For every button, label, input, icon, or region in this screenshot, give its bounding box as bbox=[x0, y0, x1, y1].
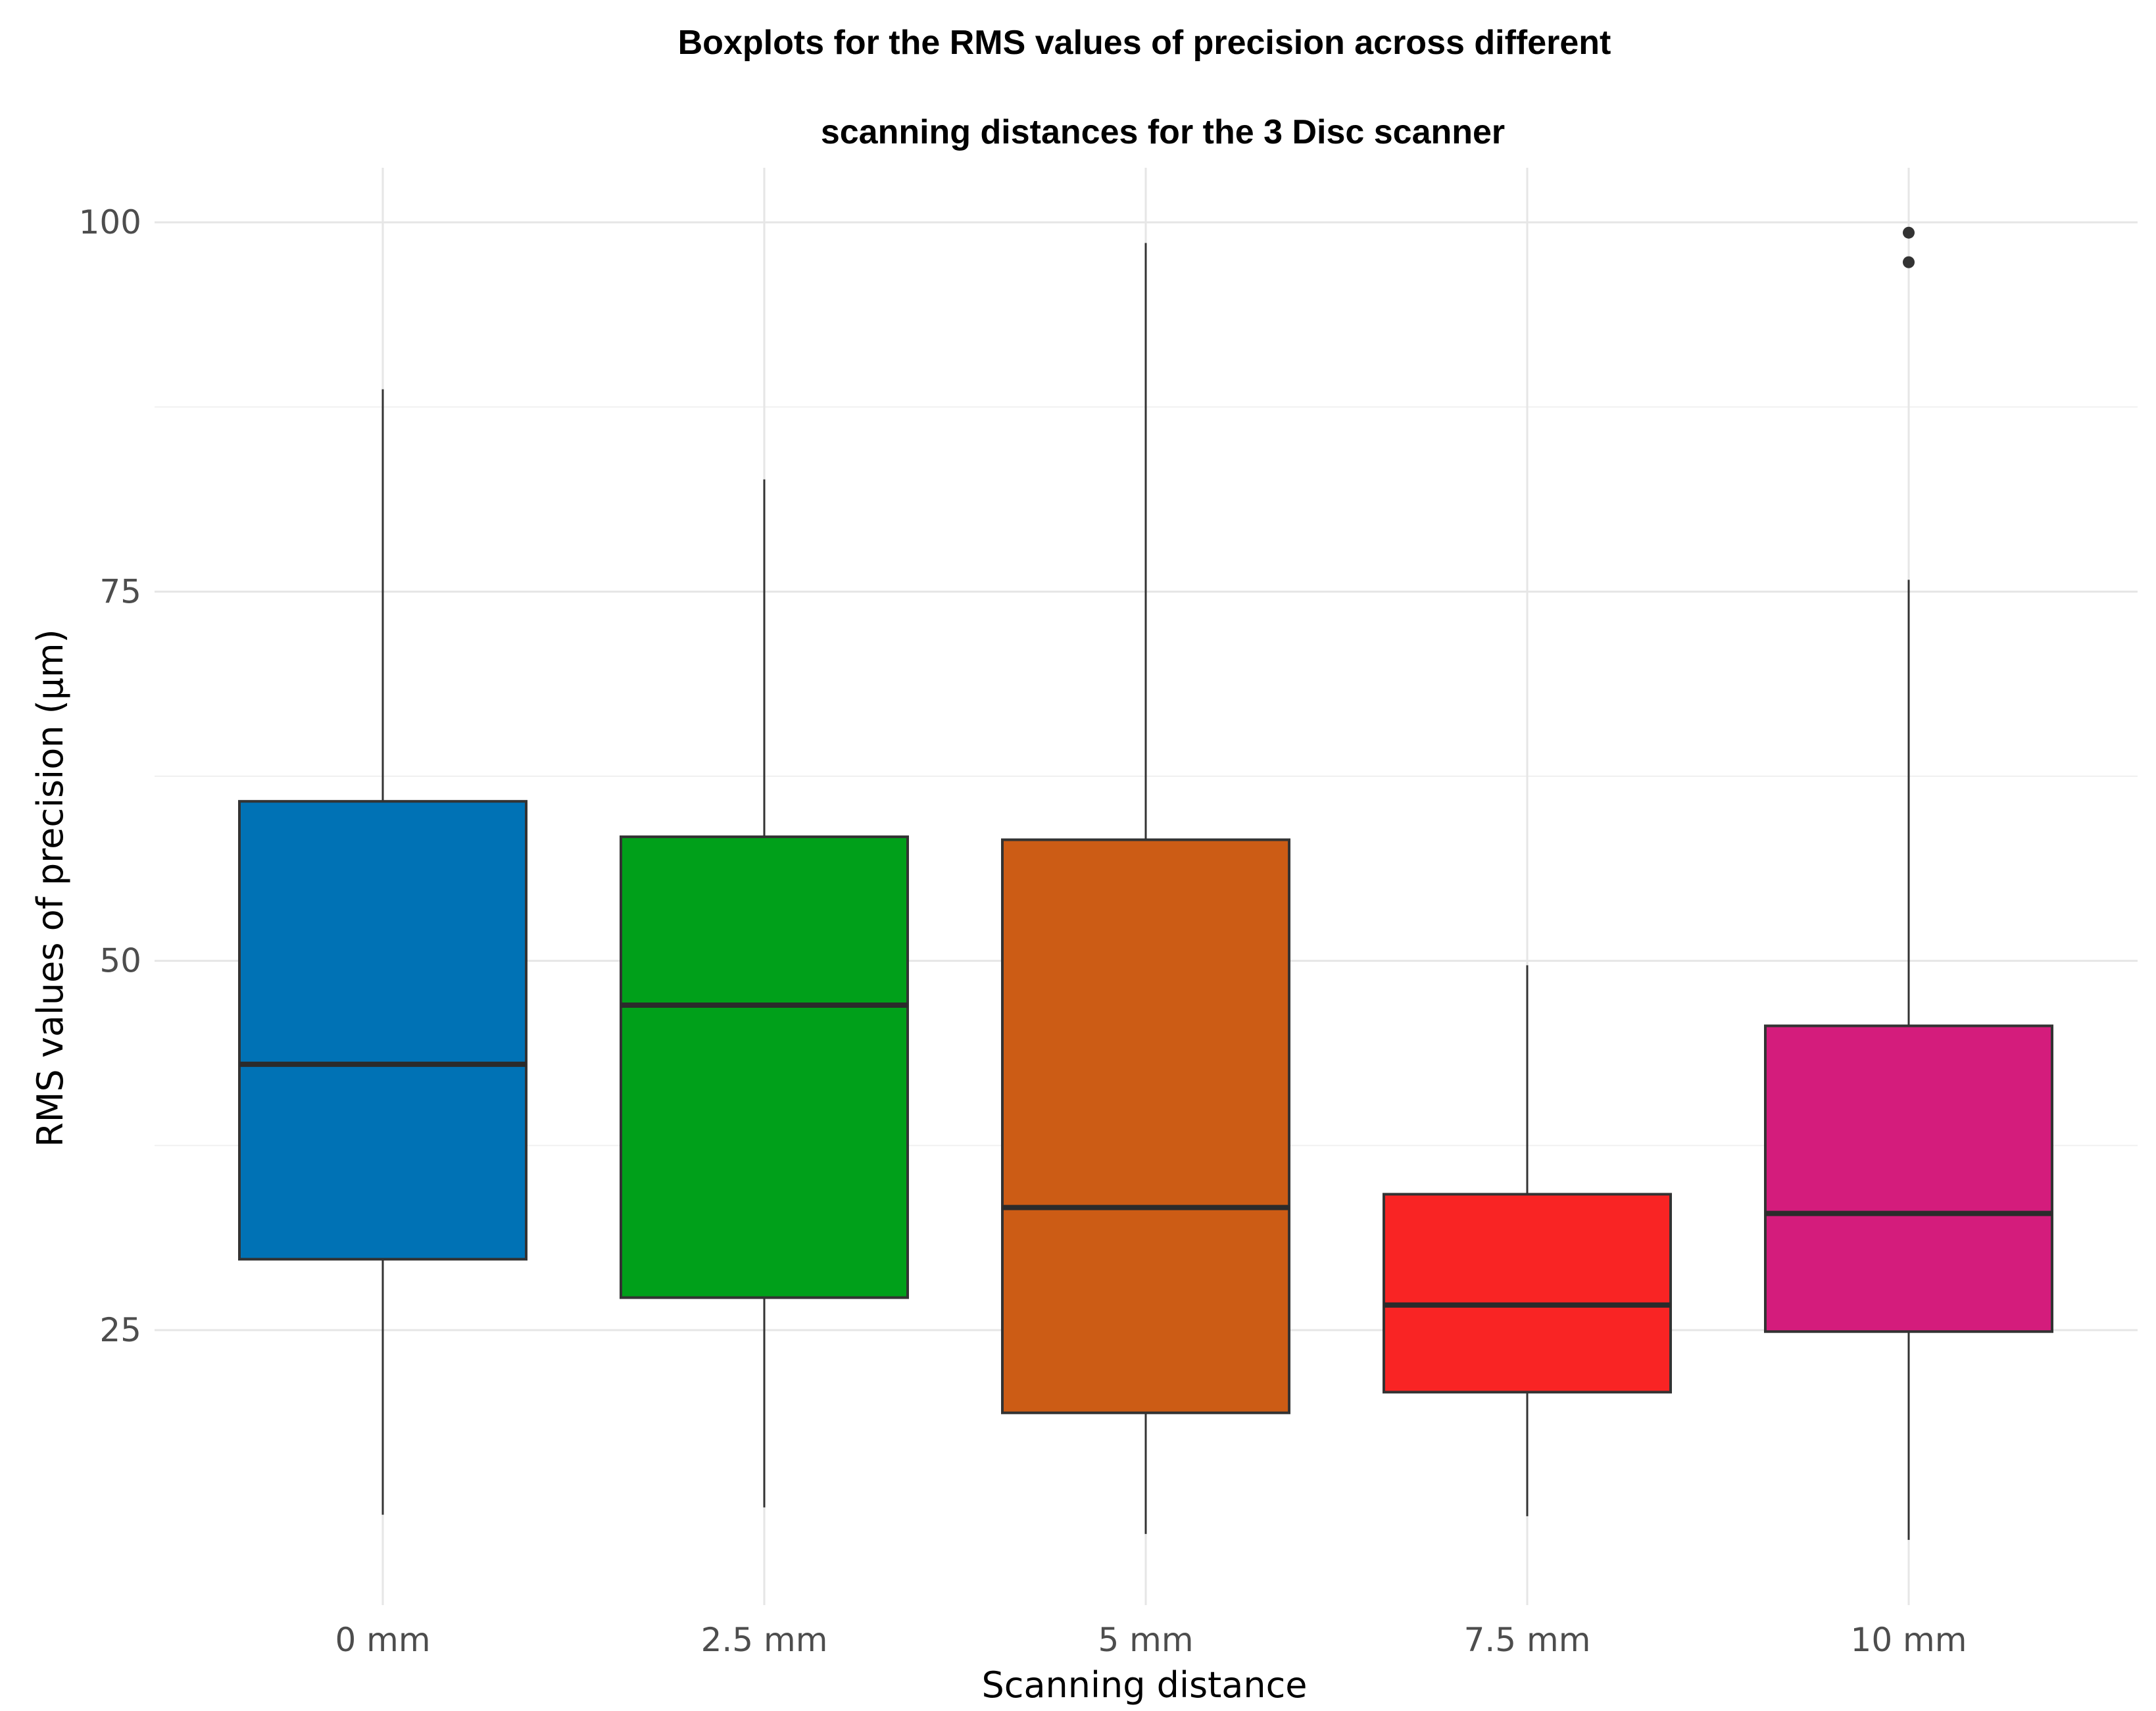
y-tick-label: 50 bbox=[99, 942, 141, 980]
box bbox=[1001, 838, 1290, 1414]
box bbox=[238, 800, 527, 1261]
x-tick-label: 7.5 mm bbox=[1464, 1621, 1591, 1659]
y-tick-label: 75 bbox=[99, 572, 141, 610]
y-tick-label: 25 bbox=[99, 1311, 141, 1349]
chart-subtitle: scanning distances for the 3 Disc scanne… bbox=[821, 113, 1505, 151]
outlier-point bbox=[1903, 256, 1915, 268]
x-tick-label: 10 mm bbox=[1851, 1621, 1967, 1659]
box bbox=[1383, 1193, 1672, 1394]
box-group-0-mm bbox=[238, 389, 527, 1515]
outlier-point bbox=[1903, 226, 1915, 239]
y-tick-label: 100 bbox=[79, 203, 141, 241]
box-group-2-5-mm bbox=[620, 479, 909, 1508]
box-group-10-mm bbox=[1764, 226, 2053, 1540]
box-group-5-mm bbox=[1001, 243, 1290, 1534]
y-tick-labels: 25 50 75 100 bbox=[79, 203, 141, 1349]
x-axis-label: Scanning distance bbox=[982, 1664, 1308, 1706]
chart-title: Boxplots for the RMS values of precision… bbox=[678, 24, 1611, 62]
box bbox=[620, 835, 909, 1299]
x-tick-label: 0 mm bbox=[335, 1621, 430, 1659]
x-tick-label: 5 mm bbox=[1098, 1621, 1193, 1659]
x-tick-labels: 0 mm 2.5 mm 5 mm 7.5 mm 10 mm bbox=[335, 1621, 1967, 1659]
boxes-layer bbox=[238, 226, 2053, 1540]
x-tick-label: 2.5 mm bbox=[701, 1621, 828, 1659]
box bbox=[1764, 1024, 2053, 1333]
box-group-7-5-mm bbox=[1383, 965, 1672, 1516]
y-axis-label: RMS values of precision (µm) bbox=[30, 629, 71, 1147]
